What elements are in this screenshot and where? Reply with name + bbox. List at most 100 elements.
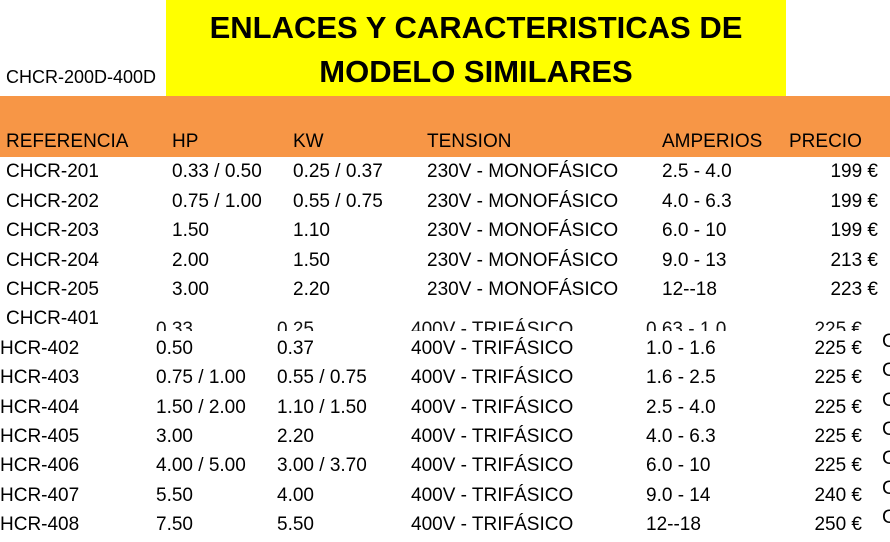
cell-amp: 2.5 - 4.0 — [646, 397, 716, 418]
cell-tension: 400V - TRIFÁSICO — [411, 338, 574, 359]
cell-tension: 400V - TRIFÁSICO — [411, 455, 574, 476]
edge-glyph: C — [882, 419, 890, 440]
cell-amp: 9.0 - 14 — [646, 485, 711, 506]
cell-ref: CHCR-205 — [6, 279, 99, 300]
table-row: HCR-407 5.50 4.00 400V - TRIFÁSICO 9.0 -… — [0, 481, 890, 511]
cell-amp: 4.0 - 6.3 — [662, 191, 732, 212]
cell-ref: CHCR-202 — [6, 191, 99, 212]
cell-tension: 400V - TRIFÁSICO — [411, 514, 574, 535]
edge-glyph: C — [882, 390, 890, 411]
table-row: HCR-404 1.50 / 2.00 1.10 / 1.50 400V - T… — [0, 393, 890, 423]
cell-amp: 2.5 - 4.0 — [662, 161, 732, 182]
cell-ref: HCR-404 — [0, 397, 80, 418]
header-band — [0, 96, 890, 157]
cell-tension: 400V - TRIFÁSICO — [411, 319, 574, 331]
cell-kw: 0.55 / 0.75 — [293, 191, 383, 212]
cell-hp: 2.00 — [172, 250, 209, 271]
edge-glyph: C — [882, 331, 890, 352]
table-row: HCR-403 0.75 / 1.00 0.55 / 0.75 400V - T… — [0, 363, 890, 393]
cell-tension: 230V - MONOFÁSICO — [427, 161, 619, 182]
cell-hp: 5.50 — [156, 485, 193, 506]
cell-tension: 400V - TRIFÁSICO — [411, 397, 574, 418]
cell-hp: 0.33 — [156, 319, 193, 331]
cell-ref: CHCR-204 — [6, 250, 99, 271]
cell-kw: 0.55 / 0.75 — [277, 367, 367, 388]
header-kw: KW — [293, 131, 324, 152]
cell-amp: 0.63 - 1.0 — [646, 319, 727, 331]
cell-kw: 2.20 — [293, 279, 330, 300]
cell-kw: 1.10 / 1.50 — [277, 397, 367, 418]
cell-kw: 0.37 — [277, 338, 314, 359]
cell-hp: 4.00 / 5.00 — [156, 455, 246, 476]
edge-glyph: C — [882, 360, 890, 381]
table-row: CHCR-205 3.00 2.20 230V - MONOFÁSICO 12-… — [0, 275, 890, 305]
cell-price: 225 € — [814, 397, 862, 418]
cell-price: 199 € — [830, 161, 878, 182]
table-row: CHCR-204 2.00 1.50 230V - MONOFÁSICO 9.0… — [0, 246, 890, 276]
cell-amp: 1.6 - 2.5 — [646, 367, 716, 388]
cell-price: 225 € — [814, 426, 862, 447]
header-amp: AMPERIOS — [662, 131, 763, 152]
cell-price: 225 € — [814, 455, 862, 476]
cell-price: 199 € — [830, 191, 878, 212]
title-line-2: MODELO SIMILARES — [319, 54, 633, 89]
cell-ref: HCR-403 — [0, 367, 80, 388]
cell-ref: CHCR-401 — [6, 308, 99, 329]
cell-hp: 1.50 / 2.00 — [156, 397, 246, 418]
table-row: CHCR-202 0.75 / 1.00 0.55 / 0.75 230V - … — [0, 187, 890, 217]
cell-kw: 1.50 — [293, 250, 330, 271]
cell-amp: 9.0 - 13 — [662, 250, 727, 271]
header-hp: HP — [172, 131, 199, 152]
header-tension: TENSION — [427, 131, 512, 152]
cell-kw: 1.10 — [293, 220, 330, 241]
cell-hp: 0.75 / 1.00 — [156, 367, 246, 388]
table-row: CHCR-203 1.50 1.10 230V - MONOFÁSICO 6.0… — [0, 216, 890, 246]
cell-tension: 230V - MONOFÁSICO — [427, 279, 619, 300]
cell-price: 240 € — [814, 485, 862, 506]
cell-price: 225 € — [814, 319, 862, 331]
title-line-1: ENLACES Y CARACTERISTICAS DE — [209, 10, 743, 45]
cell-price: 225 € — [814, 367, 862, 388]
cell-hp: 0.33 / 0.50 — [172, 161, 262, 182]
table-row-401: CHCR-401 0.33 0.25 400V - TRIFÁSICO 0.63… — [0, 304, 890, 331]
cell-ref: HCR-408 — [0, 514, 80, 535]
table-row: HCR-406 4.00 / 5.00 3.00 / 3.70 400V - T… — [0, 451, 890, 481]
edge-glyph: C — [882, 478, 890, 499]
cell-ref: HCR-407 — [0, 485, 80, 506]
table-row: CHCR-201 0.33 / 0.50 0.25 / 0.37 230V - … — [0, 157, 890, 187]
cell-hp: 7.50 — [156, 514, 193, 535]
cell-hp: 3.00 — [172, 279, 209, 300]
cell-kw: 5.50 — [277, 514, 314, 535]
cell-kw: 3.00 / 3.70 — [277, 455, 367, 476]
cell-price: 223 € — [830, 279, 878, 300]
cell-kw: 2.20 — [277, 426, 314, 447]
model-code: CHCR-200D-400D — [6, 67, 157, 87]
cell-kw: 0.25 — [277, 319, 314, 331]
cell-tension: 400V - TRIFÁSICO — [411, 426, 574, 447]
cell-hp: 3.00 — [156, 426, 193, 447]
cell-ref: HCR-405 — [0, 426, 80, 447]
cell-ref: CHCR-203 — [6, 220, 99, 241]
cell-ref: CHCR-201 — [6, 161, 99, 182]
cell-price: 199 € — [830, 220, 878, 241]
cell-tension: 230V - MONOFÁSICO — [427, 191, 619, 212]
cell-price: 213 € — [830, 250, 878, 271]
table-row: HCR-405 3.00 2.20 400V - TRIFÁSICO 4.0 -… — [0, 422, 890, 452]
cell-price: 250 € — [814, 514, 862, 535]
edge-glyph: C — [882, 507, 890, 528]
cell-hp: 0.50 — [156, 338, 193, 359]
cell-ref: HCR-406 — [0, 455, 80, 476]
cell-tension: 400V - TRIFÁSICO — [411, 367, 574, 388]
cell-amp: 6.0 - 10 — [662, 220, 727, 241]
header-price: PRECIO — [789, 131, 862, 152]
header-ref: REFERENCIA — [6, 131, 129, 152]
cell-amp: 4.0 - 6.3 — [646, 426, 716, 447]
header-row: REFERENCIA HP KW TENSION AMPERIOS PRECIO — [0, 127, 890, 157]
cell-kw: 0.25 / 0.37 — [293, 161, 383, 182]
cell-amp: 6.0 - 10 — [646, 455, 711, 476]
cell-hp: 1.50 — [172, 220, 209, 241]
cell-tension: 230V - MONOFÁSICO — [427, 220, 619, 241]
cell-price: 225 € — [814, 338, 862, 359]
cell-ref: HCR-402 — [0, 338, 80, 359]
table-row: HCR-402 0.50 0.37 400V - TRIFÁSICO 1.0 -… — [0, 334, 890, 364]
